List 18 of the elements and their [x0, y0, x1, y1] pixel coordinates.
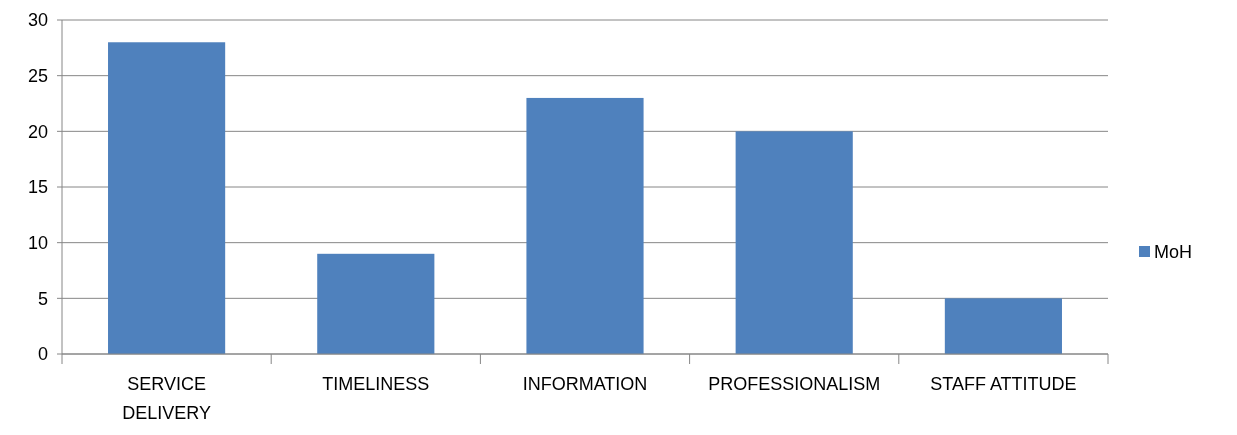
x-tick-label: PROFESSIONALISM	[708, 374, 881, 394]
x-tick-label: STAFF ATTITUDE	[930, 374, 1077, 394]
y-tick-label: 10	[27, 232, 48, 253]
bar	[526, 97, 644, 354]
y-tick-label: 15	[27, 177, 48, 198]
bar	[317, 253, 435, 354]
bar	[944, 298, 1062, 354]
bar	[108, 42, 226, 354]
legend-label: MoH	[1154, 242, 1193, 263]
y-tick-label: 5	[37, 288, 48, 309]
y-tick-label: 25	[27, 65, 48, 86]
bar	[735, 131, 853, 354]
x-tick-label: INFORMATION	[522, 374, 648, 394]
y-tick-label: 30	[27, 10, 48, 31]
x-tick-label: TIMELINESS	[322, 374, 430, 394]
y-tick-label: 20	[27, 121, 48, 142]
x-tick-label: SERVICE DELIVERY	[122, 374, 211, 423]
y-tick-label: 0	[37, 344, 48, 365]
